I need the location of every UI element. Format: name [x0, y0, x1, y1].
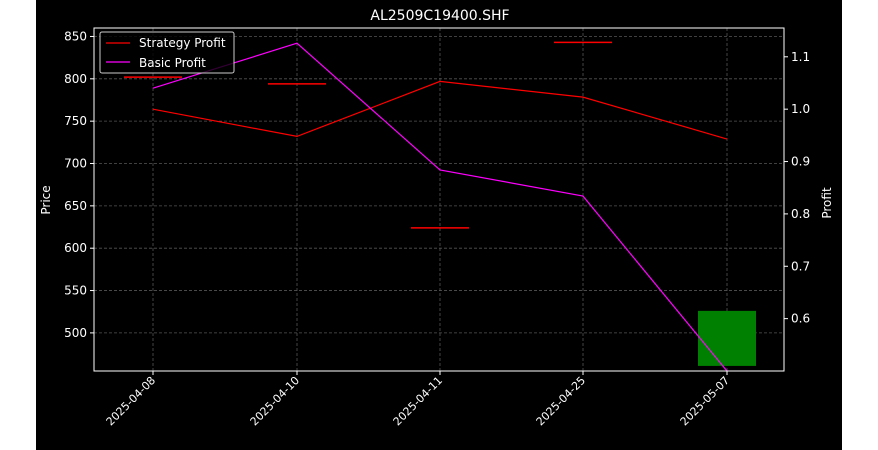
x-tick-label: 2025-04-11	[391, 374, 445, 428]
chart-title: AL2509C19400.SHF	[370, 8, 509, 24]
legend: Strategy Profit Basic Profit	[99, 31, 235, 74]
y2-tick-label: 1.1	[791, 50, 810, 64]
x-tick-label: 2025-04-10	[248, 374, 302, 428]
strategy-profit-line	[152, 80, 728, 140]
grid-lines	[94, 28, 784, 371]
x-tick-label: 2025-05-07	[678, 374, 732, 428]
y-tick-label: 750	[64, 114, 87, 128]
x-tick-label: 2025-04-25	[534, 374, 588, 428]
y-tick-label: 800	[64, 72, 87, 86]
axes: 2025-04-08 2025-04-10 2025-04-11 2025-04-25…	[64, 29, 810, 428]
y2-axis-label: Profit	[820, 187, 834, 219]
y-axis-label: Price	[39, 185, 53, 214]
legend-label-strategy-profit: Strategy Profit	[139, 36, 226, 50]
legend-label-basic-profit: Basic Profit	[139, 56, 206, 70]
basic-profit-line	[152, 42, 728, 372]
y-tick-label: 700	[64, 157, 87, 171]
y-tick-label: 650	[64, 199, 87, 213]
y-tick-label: 850	[64, 29, 87, 43]
y2-tick-label: 1.0	[791, 102, 810, 116]
chart-figure: AL2509C19400.SHF 2025-04-08 2025-04-10 202…	[36, 0, 842, 450]
plot-frame	[93, 27, 785, 372]
chart-svg: AL2509C19400.SHF 2025-04-08 2025-04-10 202…	[39, 8, 834, 428]
legend-box	[99, 31, 235, 74]
y2-tick-label: 0.9	[791, 155, 810, 169]
y2-tick-label: 0.8	[791, 207, 810, 221]
profit-lines	[152, 42, 728, 372]
price-markers	[124, 41, 756, 366]
y2-tick-label: 0.6	[791, 312, 810, 326]
y-tick-label: 600	[64, 241, 87, 255]
price-candle	[698, 310, 756, 366]
x-tick-label: 2025-04-08	[104, 374, 158, 428]
y2-tick-label: 0.7	[791, 259, 810, 273]
y-tick-label: 500	[64, 326, 87, 340]
y-tick-label: 550	[64, 284, 87, 298]
